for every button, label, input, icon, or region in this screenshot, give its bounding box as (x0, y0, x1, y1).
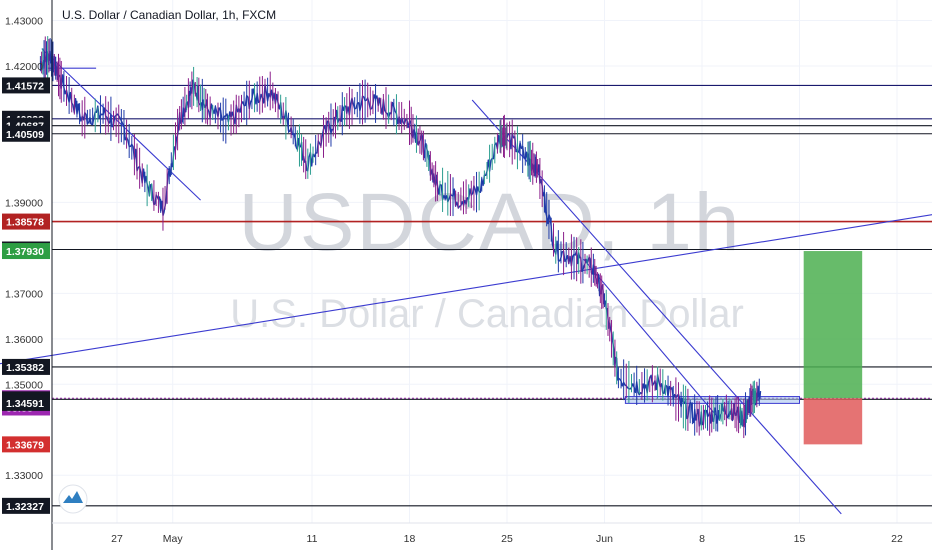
price-label-bg (2, 243, 50, 260)
chart-title: U.S. Dollar / Canadian Dollar, 1h, FXCM (62, 8, 276, 22)
x-tick-label: 18 (404, 533, 416, 545)
price-label-text: 1.40509 (6, 129, 44, 141)
price-label-text: 1.32327 (6, 501, 44, 513)
price-label-text: 1.41572 (6, 80, 44, 92)
trendline (0, 214, 932, 365)
x-tick-label: 8 (699, 533, 705, 545)
price-label-bg (2, 497, 50, 514)
profit-zone (803, 251, 863, 399)
y-tick-label: 1.43000 (5, 15, 43, 27)
watermark-symbol: USDCAD, 1h (238, 177, 741, 268)
long-position-tool[interactable] (624, 251, 863, 445)
price-series (39, 36, 762, 439)
watermark: USDCAD, 1h U.S. Dollar / Canadian Dollar (230, 177, 744, 336)
tradingview-logo-icon[interactable] (58, 484, 88, 514)
y-tick-label: 1.39000 (5, 197, 43, 209)
price-label-bg (2, 358, 50, 375)
price-label-bg (2, 394, 50, 411)
price-label-text: 1.33679 (6, 439, 44, 451)
price-label: 1.35382 (2, 358, 50, 375)
x-tick-label: 15 (794, 533, 806, 545)
x-tick-label: 25 (501, 533, 513, 545)
grid (52, 0, 932, 523)
x-tick-label: 27 (111, 533, 123, 545)
price-label-text: 1.34591 (6, 398, 44, 410)
price-label-text: 1.38578 (6, 217, 44, 229)
x-tick-label: 22 (891, 533, 903, 545)
trendline (583, 258, 720, 419)
x-tick-label: Jun (596, 533, 613, 545)
price-label-bg (2, 436, 50, 453)
axes: 1.43000 1.42000 1.39000 1.37000 1.36000 1.350… (5, 0, 932, 550)
support-zone (624, 396, 801, 404)
price-label: 1.33679 (2, 436, 50, 453)
price-label: 1.38578 (2, 213, 50, 230)
price-label-bg (2, 125, 50, 142)
y-tick-label: 1.36000 (5, 334, 43, 346)
price-label-text: 1.35382 (6, 362, 44, 374)
price-labels: 1.415721.408381.406871.405091.385781.379… (2, 77, 50, 514)
y-tick-label: 1.33000 (5, 470, 43, 482)
price-label-bg (2, 213, 50, 230)
y-tick-label: 1.35000 (5, 379, 43, 391)
loss-zone (803, 398, 863, 445)
price-label: 1.32327 (2, 497, 50, 514)
y-tick-label: 1.42000 (5, 61, 43, 73)
price-label: 1.37930 (2, 243, 50, 260)
price-label: 1.34591 (2, 394, 50, 411)
x-tick-label: May (163, 533, 184, 545)
price-label-text: 1.37930 (6, 246, 44, 258)
price-label: 1.41572 (2, 77, 50, 94)
watermark-name: U.S. Dollar / Canadian Dollar (230, 292, 744, 336)
x-tick-label: 11 (307, 533, 318, 545)
price-label: 1.40509 (2, 125, 50, 142)
price-label-bg (2, 77, 50, 94)
y-tick-label: 1.37000 (5, 288, 43, 300)
